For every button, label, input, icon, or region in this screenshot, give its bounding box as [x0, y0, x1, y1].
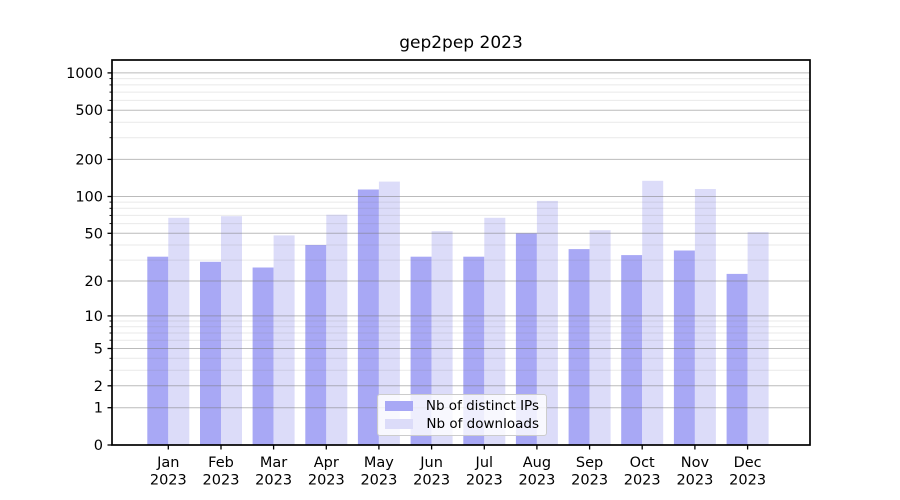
y-tick-label: 1: [94, 401, 103, 417]
x-tick-label: Jun 2023: [413, 455, 450, 489]
bar-distinct-ips-may: [357, 189, 379, 445]
x-tick-label: May 2023: [360, 455, 397, 489]
bar-distinct-ips-dec: [726, 273, 748, 445]
axes-box: [111, 59, 811, 446]
y-tick-label: 500: [75, 103, 103, 119]
y-axis: 0 1 2 5 10 20 50 100 200 500 1000: [66, 66, 112, 454]
y-tick-label: 100: [75, 190, 103, 206]
x-tick-label: Sep 2023: [571, 455, 608, 489]
x-axis: Jan 2023 Feb 2023 Mar 2023 Apr 2023 May 2023 Jun 20…: [150, 445, 766, 489]
y-tick-label: 200: [75, 152, 103, 168]
bar-distinct-ips-aug: [515, 233, 537, 445]
bar-downloads-aug: [536, 200, 558, 445]
bar-downloads-oct: [642, 180, 664, 446]
y-tick-label: 2: [94, 379, 103, 395]
bar-downloads-jan: [168, 217, 190, 445]
y-tick-label: 0: [94, 438, 103, 454]
bar-downloads-nov: [694, 189, 716, 445]
legend-swatch-distinct-ips: [385, 401, 413, 411]
legend-label-downloads: Nb of downloads: [426, 416, 539, 432]
bar-distinct-ips-feb: [200, 261, 221, 445]
bar-downloads-sep: [589, 230, 611, 445]
x-tick-label: Mar 2023: [255, 455, 292, 489]
bar-downloads-feb: [221, 216, 242, 445]
legend-entry-distinct-ips: Nb of distinct IPs: [385, 397, 539, 415]
gridlines: [112, 72, 810, 409]
y-tick-label: 20: [85, 274, 103, 290]
x-tick-label: Aug 2023: [518, 455, 555, 489]
x-tick-label: Dec 2023: [729, 455, 766, 489]
bar-downloads-jun: [431, 231, 453, 445]
bar-distinct-ips-oct: [621, 255, 643, 445]
bar-downloads-may: [378, 181, 400, 445]
x-tick-label: Nov 2023: [676, 455, 713, 489]
y-tick-label: 5: [94, 342, 103, 358]
bar-downloads-jul: [484, 217, 506, 445]
bar-distinct-ips-jan: [147, 256, 169, 445]
x-tick-label: Oct 2023: [624, 455, 661, 489]
bar-distinct-ips-mar: [252, 267, 274, 445]
x-tick-label: Apr 2023: [308, 455, 345, 489]
bar-distinct-ips-apr: [305, 245, 327, 445]
bar-downloads-dec: [747, 232, 769, 445]
x-tick-label: Jul 2023: [466, 455, 503, 489]
y-tick-label: 1000: [66, 66, 103, 82]
y-tick-label: 50: [85, 226, 103, 242]
bar-distinct-ips-sep: [568, 249, 590, 445]
y-tick-label: 10: [85, 309, 103, 325]
chart-title: gep2pep 2023: [399, 33, 523, 53]
bar-downloads-mar: [273, 235, 295, 445]
bar-downloads-apr: [326, 214, 348, 445]
legend: Nb of distinct IPs Nb of downloads: [377, 394, 547, 436]
legend-label-distinct-ips: Nb of distinct IPs: [425, 398, 539, 414]
x-tick-label: Feb 2023: [203, 455, 240, 489]
x-tick-label: Jan 2023: [150, 455, 187, 489]
legend-entry-downloads: Nb of downloads: [385, 415, 539, 433]
bar-distinct-ips-nov: [673, 250, 695, 445]
legend-swatch-downloads: [385, 419, 413, 429]
